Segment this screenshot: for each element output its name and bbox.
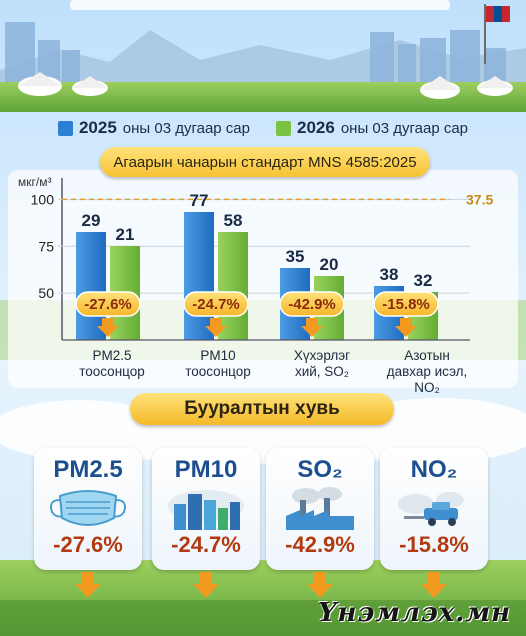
y-tick-label: 100 bbox=[31, 191, 55, 207]
change-label: -42.9% bbox=[288, 296, 336, 313]
category-label-pm10: PM10 тоосонцор bbox=[168, 348, 268, 380]
category-label-pm25: PM2.5 тоосонцор bbox=[62, 348, 162, 380]
change-badge bbox=[75, 291, 141, 317]
card-percent: -24.7% bbox=[171, 532, 241, 557]
down-arrow-icon bbox=[193, 572, 219, 598]
card-percent: -27.6% bbox=[53, 532, 123, 557]
change-label: -15.8% bbox=[382, 296, 430, 313]
change-badge bbox=[279, 291, 345, 317]
change-label: -27.6% bbox=[84, 296, 132, 313]
legend-year: 2026 bbox=[297, 118, 335, 137]
chart-legend: 2025 оны 03 дугаар сар 2026 оны 03 дугаа… bbox=[0, 114, 526, 142]
change-badge bbox=[183, 291, 249, 317]
bar-2026-1 bbox=[218, 232, 248, 340]
category-sub: давхар исэл, bbox=[386, 364, 468, 379]
bar-value-label: 20 bbox=[320, 255, 339, 274]
city-skyline-right bbox=[370, 30, 506, 82]
bar-value-label: 21 bbox=[116, 225, 135, 244]
category-name: PM10 bbox=[200, 348, 236, 363]
bar-value-label: 35 bbox=[286, 247, 305, 266]
down-arrow-icon bbox=[395, 318, 417, 337]
city-skyline-left bbox=[5, 22, 80, 82]
reduction-card-no2: NO₂ -15.8% bbox=[380, 448, 488, 570]
category-sub: тоосонцор bbox=[185, 364, 251, 379]
reduction-card-pm10: PM10 -24.7% bbox=[152, 448, 260, 570]
legend-item-2026: 2026 оны 03 дугаар сар bbox=[276, 118, 468, 138]
y-tick-label: 50 bbox=[38, 285, 54, 301]
bar-2025-1 bbox=[184, 212, 214, 340]
down-arrow-icon bbox=[421, 572, 447, 598]
down-arrow-icon bbox=[205, 318, 227, 337]
city-icon bbox=[168, 490, 244, 530]
car-exhaust-icon bbox=[398, 492, 464, 526]
mask-icon bbox=[50, 490, 126, 526]
bar-value-label: 32 bbox=[414, 271, 433, 290]
change-label: -24.7% bbox=[192, 296, 240, 313]
bar-value-label: 38 bbox=[380, 265, 399, 284]
card-percent: -15.8% bbox=[399, 532, 469, 557]
chart-title: Агаарын чанарын стандарт MNS 4585:2025 bbox=[100, 147, 430, 177]
card-title: NO₂ bbox=[410, 456, 458, 483]
reduction-card-pm25: PM2.5 -27.6% bbox=[34, 448, 142, 570]
bar-value-label: 77 bbox=[190, 191, 209, 210]
y-axis-unit-label: мкг/м³ bbox=[18, 175, 51, 189]
mongolia-flag bbox=[484, 4, 510, 64]
category-name: PM2.5 bbox=[92, 348, 132, 363]
bar-2025-0 bbox=[76, 232, 106, 340]
reduction-title: Бууралтын хувь bbox=[130, 393, 394, 425]
category-label-so2: Хүхэрлэг хий, SO₂ bbox=[272, 348, 372, 380]
down-arrow-icon bbox=[307, 572, 333, 598]
down-arrow-icon bbox=[97, 318, 119, 337]
category-sub: тоосонцор bbox=[79, 364, 145, 379]
down-arrow-icon bbox=[75, 572, 101, 598]
card-title: SO₂ bbox=[297, 456, 343, 483]
factory-icon bbox=[286, 487, 354, 530]
legend-year: 2025 bbox=[78, 118, 117, 137]
card-title: PM10 bbox=[174, 456, 238, 483]
legend-swatch-green bbox=[276, 120, 291, 136]
legend-text: оны 03 дугаар сар bbox=[340, 119, 469, 137]
legend-text: оны 03 дугаар сар bbox=[122, 119, 250, 137]
category-name: Азотын bbox=[404, 348, 450, 363]
change-badge bbox=[373, 291, 439, 317]
bar-value-label: 58 bbox=[224, 211, 243, 230]
brand-logo: Үнэмлэх.мн bbox=[318, 598, 512, 628]
bar-chart: мкг/м³ 50 75 100 37.5 29 77 35 38 21 58 20 32 -27.6% -… bbox=[18, 175, 493, 341]
bar-value-label: 29 bbox=[82, 211, 101, 230]
ger-icons bbox=[18, 72, 513, 99]
legend-swatch-blue bbox=[57, 120, 73, 136]
category-name: Хүхэрлэг bbox=[293, 348, 351, 363]
card-title: PM2.5 bbox=[53, 456, 123, 483]
category-sub2: NO₂ bbox=[414, 380, 440, 395]
down-arrow-icon bbox=[301, 318, 323, 337]
reference-line-label: 37.5 bbox=[466, 191, 493, 207]
legend-item-2025: 2025 оны 03 дугаар сар bbox=[57, 118, 250, 138]
reduction-card-so2: SO₂ -42.9% bbox=[266, 448, 374, 570]
card-percent: -42.9% bbox=[285, 532, 355, 557]
category-sub: хий, SO₂ bbox=[294, 364, 350, 379]
y-tick-label: 75 bbox=[38, 238, 54, 254]
category-label-no2: Азотын давхар исэл, NO₂ bbox=[372, 348, 482, 396]
